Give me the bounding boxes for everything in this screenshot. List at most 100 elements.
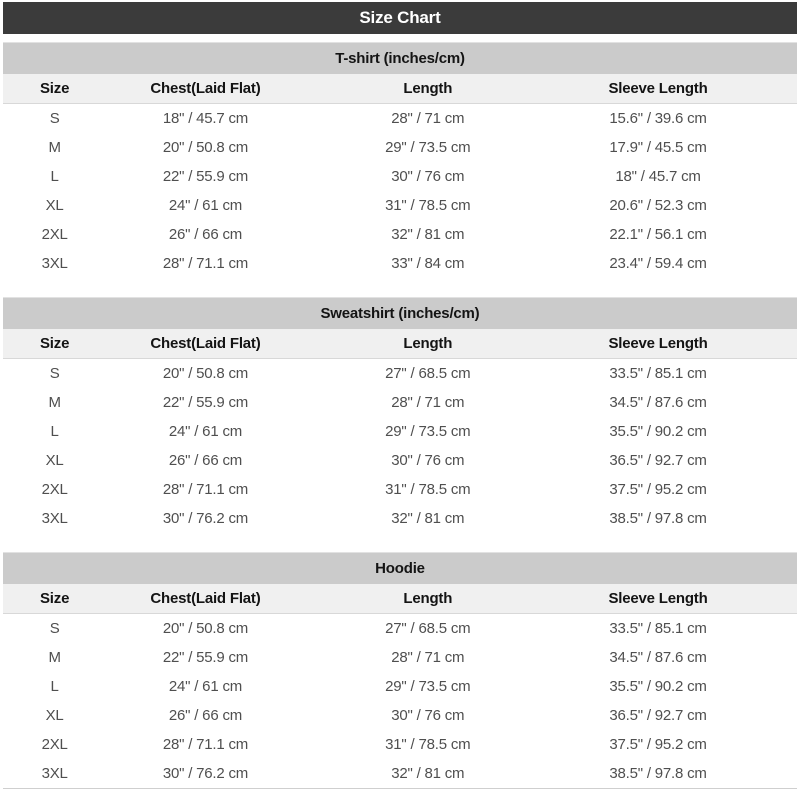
size-label: XL xyxy=(45,452,64,469)
table-cell: 24" / 61 cm xyxy=(168,678,243,695)
table-cell: 22" / 55.9 cm xyxy=(162,649,249,666)
table-row: M 22" / 55.9 cm 28" / 71 cm 34.5" / 87.6 cm xyxy=(3,643,797,672)
size-label: M xyxy=(48,649,61,666)
table-cell: 18" / 45.7 cm xyxy=(615,168,701,185)
page-title: Size Chart xyxy=(359,8,441,27)
table-cell: 33.5" / 85.1 cm xyxy=(609,365,707,382)
column-header: Length xyxy=(403,335,453,352)
table-row: S 18" / 45.7 cm 28" / 71 cm 15.6" / 39.6 cm xyxy=(3,104,797,133)
size-label: XL xyxy=(45,707,64,724)
column-header: Sleeve Length xyxy=(608,590,708,607)
column-header: Size xyxy=(40,590,70,607)
table-cell: 24" / 61 cm xyxy=(168,423,243,440)
column-header: Chest(Laid Flat) xyxy=(150,80,261,97)
table-row: L 24" / 61 cm 29" / 73.5 cm 35.5" / 90.2 cm xyxy=(3,417,797,446)
table-cell: 26" / 66 cm xyxy=(168,452,243,469)
size-label: S xyxy=(49,620,60,637)
table-row: XL 26" / 66 cm 30" / 76 cm 36.5" / 92.7 cm xyxy=(3,446,797,475)
size-label: M xyxy=(48,394,61,411)
table-cell: 30" / 76.2 cm xyxy=(162,765,249,782)
table-cell: 38.5" / 97.8 cm xyxy=(609,765,707,782)
size-label: 2XL xyxy=(41,736,68,753)
table-cell: 29" / 73.5 cm xyxy=(385,678,471,695)
table-row: 2XL 28" / 71.1 cm 31" / 78.5 cm 37.5" / 95.… xyxy=(3,730,797,759)
size-table-section: T-shirt (inches/cm) Size Chest(Laid Flat) L… xyxy=(3,42,797,278)
table-cell: 30" / 76 cm xyxy=(391,452,465,469)
table-cell: 30" / 76 cm xyxy=(391,707,465,724)
table-row: XL 26" / 66 cm 30" / 76 cm 36.5" / 92.7 cm xyxy=(3,701,797,730)
table-cell: 20" / 50.8 cm xyxy=(162,620,249,637)
table-cell: 35.5" / 90.2 cm xyxy=(609,678,707,695)
table-cell: 35.5" / 90.2 cm xyxy=(609,423,707,440)
table-cell: 24" / 61 cm xyxy=(168,197,243,214)
table-cell: 32" / 81 cm xyxy=(391,765,465,782)
size-table-section: Hoodie Size Chest(Laid Flat) Length Sleeve L… xyxy=(3,552,797,788)
table-cell: 34.5" / 87.6 cm xyxy=(609,394,707,411)
section-title: Sweatshirt (inches/cm) xyxy=(3,297,797,329)
size-label: 2XL xyxy=(41,481,68,498)
table-cell: 22" / 55.9 cm xyxy=(162,168,249,185)
table-cell: 31" / 78.5 cm xyxy=(385,481,471,498)
column-header: Size xyxy=(40,80,70,97)
table-row: M 20" / 50.8 cm 29" / 73.5 cm 17.9" / 45.5 … xyxy=(3,133,797,162)
table-cell: 27" / 68.5 cm xyxy=(385,620,471,637)
table-cell: 36.5" / 92.7 cm xyxy=(609,707,707,724)
column-header: Length xyxy=(403,590,453,607)
table-cell: 32" / 81 cm xyxy=(391,510,465,527)
table-cell: 30" / 76 cm xyxy=(391,168,465,185)
column-header: Length xyxy=(403,80,453,97)
column-header: Sleeve Length xyxy=(608,335,708,352)
column-header: Size xyxy=(40,335,70,352)
table-cell: 28" / 71.1 cm xyxy=(162,736,249,753)
table-cell: 26" / 66 cm xyxy=(168,707,243,724)
table-cell: 27" / 68.5 cm xyxy=(385,365,471,382)
table-cell: 28" / 71.1 cm xyxy=(162,481,249,498)
table-cell: 32" / 81 cm xyxy=(391,226,465,243)
size-label: L xyxy=(50,168,59,185)
table-row: S 20" / 50.8 cm 27" / 68.5 cm 33.5" / 85.1 … xyxy=(3,359,797,388)
table-cell: 37.5" / 95.2 cm xyxy=(609,736,707,753)
table-cell: 33" / 84 cm xyxy=(391,255,465,272)
table-cell: 36.5" / 92.7 cm xyxy=(609,452,707,469)
table-cell: 29" / 73.5 cm xyxy=(385,139,471,156)
size-label: 2XL xyxy=(41,226,68,243)
size-label: M xyxy=(48,139,61,156)
table-cell: 20.6" / 52.3 cm xyxy=(609,197,707,214)
table-cell: 33.5" / 85.1 cm xyxy=(609,620,707,637)
table-cell: 22" / 55.9 cm xyxy=(162,394,249,411)
table-cell: 34.5" / 87.6 cm xyxy=(609,649,707,666)
table-row: 3XL 28" / 71.1 cm 33" / 84 cm 23.4" / 59.4 … xyxy=(3,249,797,278)
column-header: Sleeve Length xyxy=(608,80,708,97)
table-row: XL 24" / 61 cm 31" / 78.5 cm 20.6" / 52.3 c… xyxy=(3,191,797,220)
size-table-section: Sweatshirt (inches/cm) Size Chest(Laid Fla… xyxy=(3,297,797,533)
column-header: Chest(Laid Flat) xyxy=(150,335,261,352)
section-title: Hoodie xyxy=(3,552,797,584)
table-row: M 22" / 55.9 cm 28" / 71 cm 34.5" / 87.6 cm xyxy=(3,388,797,417)
table-row: 2XL 28" / 71.1 cm 31" / 78.5 cm 37.5" / 95.… xyxy=(3,475,797,504)
size-label: 3XL xyxy=(41,255,68,272)
table-row: S 20" / 50.8 cm 27" / 68.5 cm 33.5" / 85.1 … xyxy=(3,614,797,643)
table-cell: 28" / 71.1 cm xyxy=(162,255,249,272)
table-header-row: Size Chest(Laid Flat) Length Sleeve Length xyxy=(3,584,797,614)
size-label: 3XL xyxy=(41,765,68,782)
table-cell: 37.5" / 95.2 cm xyxy=(609,481,707,498)
table-cell: 26" / 66 cm xyxy=(168,226,243,243)
table-cell: 28" / 71 cm xyxy=(391,110,465,127)
table-cell: 23.4" / 59.4 cm xyxy=(609,255,707,272)
size-label: L xyxy=(50,423,59,440)
size-chart-title-bar: Size Chart xyxy=(3,2,797,34)
table-cell: 22.1" / 56.1 cm xyxy=(609,226,707,243)
table-row: 3XL 30" / 76.2 cm 32" / 81 cm 38.5" / 97.8 … xyxy=(3,504,797,533)
table-cell: 18" / 45.7 cm xyxy=(162,110,249,127)
table-cell: 29" / 73.5 cm xyxy=(385,423,471,440)
table-cell: 31" / 78.5 cm xyxy=(385,736,471,753)
table-row: L 24" / 61 cm 29" / 73.5 cm 35.5" / 90.2 cm xyxy=(3,672,797,701)
table-cell: 15.6" / 39.6 cm xyxy=(609,110,707,127)
size-label: L xyxy=(50,678,59,695)
table-cell: 28" / 71 cm xyxy=(391,394,465,411)
table-header-row: Size Chest(Laid Flat) Length Sleeve Length xyxy=(3,329,797,359)
table-header-row: Size Chest(Laid Flat) Length Sleeve Length xyxy=(3,74,797,104)
table-cell: 30" / 76.2 cm xyxy=(162,510,249,527)
table-cell: 31" / 78.5 cm xyxy=(385,197,471,214)
